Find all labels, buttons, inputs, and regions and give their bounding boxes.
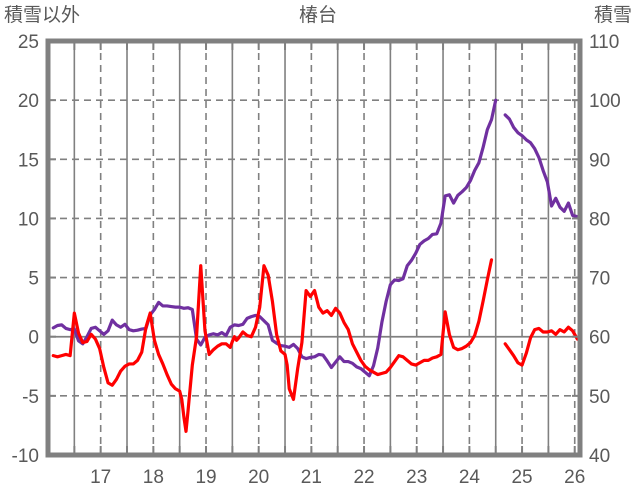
- y-axis-tick-label: 10: [18, 209, 39, 230]
- x-axis-tick-label: 22: [353, 467, 374, 488]
- x-axis-tick-label: 26: [564, 467, 585, 488]
- chart-canvas: -10 -5 0 5 10 15 20 25 40 50 60 70 80 90 100 110 17 18 19 2…: [0, 28, 636, 501]
- chart-svg: -10 -5 0 5 10 15 20 25 40 50 60 70 80 90 100 110 17 18 19 2…: [12, 32, 621, 488]
- y-axis-tick-label: 20: [18, 91, 39, 112]
- y2-axis-tick-label: 100: [589, 91, 621, 112]
- x-axis-tick-label: 19: [195, 467, 216, 488]
- y2-axis-tick-label: 40: [589, 446, 610, 467]
- series-layer: [51, 98, 579, 433]
- grid-layer: [48, 41, 580, 455]
- y2-axis-tick-label: 110: [589, 32, 619, 53]
- left-axis-title: 積雪以外: [4, 5, 81, 26]
- y2-axis-tick-label: 90: [589, 150, 610, 171]
- y2-axis-tick-label: 60: [589, 328, 610, 349]
- y2-axis-tick-label: 80: [589, 209, 610, 230]
- series-line-0: [51, 98, 498, 378]
- tick-marks: [48, 40, 580, 456]
- series-line-2: [51, 258, 494, 433]
- y-axis-tick-label: -10: [12, 446, 39, 467]
- x-axis-tick-label: 25: [511, 467, 532, 488]
- y-axis-tick-label: 5: [28, 269, 39, 290]
- y-axis-tick-label: 15: [18, 150, 39, 171]
- x-axis-tick-label: 20: [248, 467, 269, 488]
- x-axis-tick-label: 24: [459, 467, 481, 488]
- y-axis-tick-label: 25: [18, 32, 39, 53]
- series-line-1: [503, 113, 579, 219]
- y2-axis-tick-label: 70: [589, 269, 610, 290]
- tick-labels: -10 -5 0 5 10 15 20 25 40 50 60 70 80 90 100 110 17 18 19 2…: [12, 32, 621, 488]
- x-axis-tick-label: 21: [301, 467, 322, 488]
- y-axis-tick-label: -5: [22, 387, 39, 408]
- x-axis-tick-label: 23: [406, 467, 427, 488]
- series-line-3: [503, 325, 579, 367]
- x-axis-tick-label: 17: [90, 467, 111, 488]
- plot-frame: [45, 38, 583, 458]
- right-axis-title: 積雪: [593, 5, 632, 26]
- y-axis-tick-label: 0: [28, 328, 39, 349]
- x-axis-tick-label: 18: [143, 467, 164, 488]
- y2-axis-tick-label: 50: [589, 387, 610, 408]
- chart-title: 椿台: [298, 5, 337, 26]
